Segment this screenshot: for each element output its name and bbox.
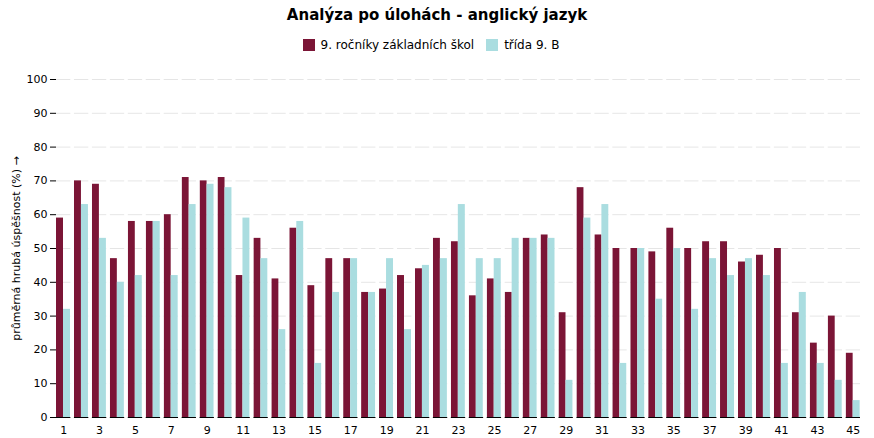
- svg-text:50: 50: [34, 242, 48, 255]
- svg-text:17: 17: [344, 424, 358, 437]
- html-text:Analýza po úlohách - anglický: Analýza po úlohách - anglický jazyk: [286, 6, 588, 24]
- svg-text:25: 25: [487, 424, 501, 437]
- svg-text:3: 3: [96, 424, 103, 437]
- svg-text:100: 100: [27, 73, 48, 86]
- svg-text:37: 37: [703, 424, 717, 437]
- svg-text:5: 5: [132, 424, 139, 437]
- svg-text:60: 60: [34, 208, 48, 221]
- svg-text:21: 21: [416, 424, 430, 437]
- svg-text:11: 11: [236, 424, 250, 437]
- svg-text:13: 13: [272, 424, 286, 437]
- svg-text:0: 0: [41, 411, 48, 424]
- svg-text:41: 41: [775, 424, 789, 437]
- html-text:třída 9. B: třída 9. B: [504, 37, 560, 52]
- svg-text:27: 27: [523, 424, 537, 437]
- svg-text:70: 70: [34, 174, 48, 187]
- svg-text:23: 23: [452, 424, 466, 437]
- svg-text:40: 40: [34, 276, 48, 289]
- svg-text:průměrná hrubá úspěšnost (%) →: průměrná hrubá úspěšnost (%) →: [10, 156, 23, 340]
- svg-text:33: 33: [631, 424, 645, 437]
- svg-text:39: 39: [739, 424, 753, 437]
- svg-text:20: 20: [34, 343, 48, 356]
- html-text:9. ročníky základních škol: 9. ročníky základních škol: [320, 37, 475, 52]
- svg-text:9: 9: [204, 424, 211, 437]
- svg-text:7: 7: [168, 424, 175, 437]
- svg-text:29: 29: [559, 424, 573, 437]
- svg-text:1: 1: [60, 424, 67, 437]
- svg-text:80: 80: [34, 141, 48, 154]
- svg-text:90: 90: [34, 107, 48, 120]
- svg-text:31: 31: [595, 424, 609, 437]
- svg-text:43: 43: [810, 424, 824, 437]
- svg-text:15: 15: [308, 424, 322, 437]
- svg-text:30: 30: [34, 310, 48, 323]
- svg-text:10: 10: [34, 377, 48, 390]
- svg-text:45: 45: [846, 424, 860, 437]
- svg-text:19: 19: [380, 424, 394, 437]
- svg-text:35: 35: [667, 424, 681, 437]
